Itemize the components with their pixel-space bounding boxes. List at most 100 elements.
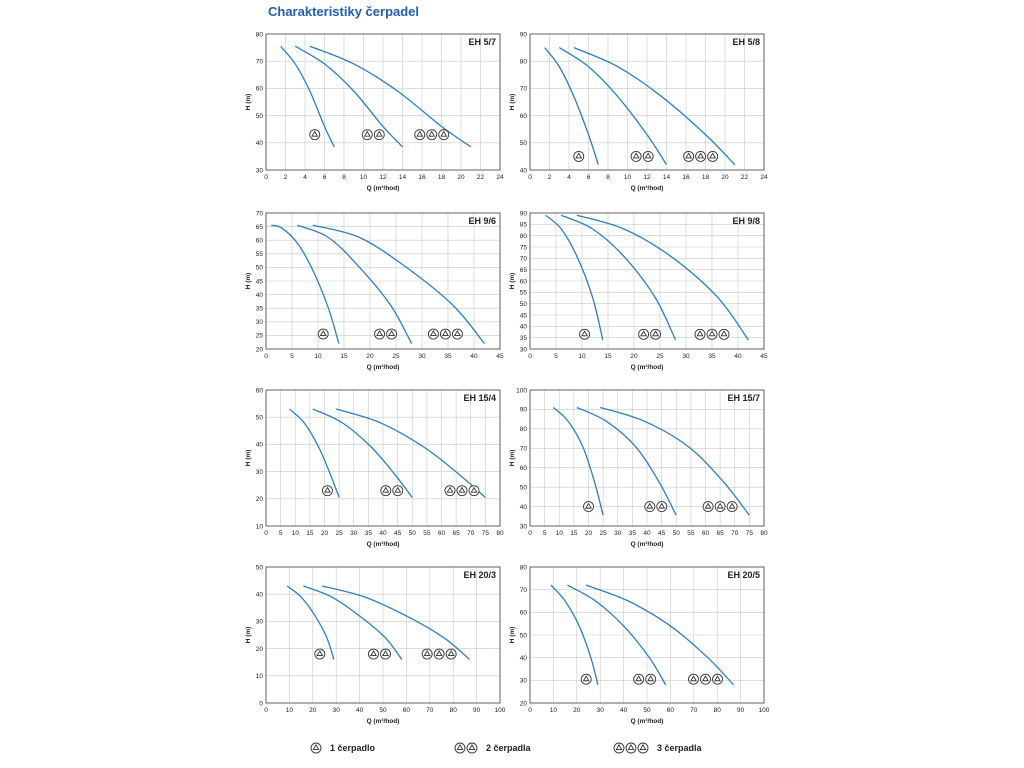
x-tick-label: 50: [673, 530, 681, 537]
pump-marker-icon: [314, 648, 326, 660]
y-tick-label: 70: [520, 587, 528, 594]
y-tick-label: 35: [520, 335, 528, 342]
chart-title: EH 20/3: [463, 570, 496, 580]
plot-frame: [529, 212, 765, 350]
plot-frame: [529, 33, 765, 171]
pump-marker-icon: [695, 150, 707, 162]
series-line-2-pump: [303, 585, 403, 660]
series-line-1-pump: [552, 406, 604, 516]
pump-marker-icon: [630, 150, 642, 162]
pump-marker-icon: [456, 485, 468, 497]
pump-marker-icon: [714, 501, 726, 513]
y-tick-label: 40: [520, 167, 528, 174]
chart-eh-9-8: 0 5 10 15 20 25 30 35 40 45 30 35 40 45 50 55 60 65 70 75 80…: [508, 207, 770, 373]
pump-legend-icon: [310, 742, 322, 754]
y-tick-label: 90: [520, 210, 528, 217]
x-tick-label: 6: [587, 174, 591, 181]
y-tick-label: 40: [256, 292, 264, 299]
x-tick-label: 70: [731, 530, 739, 537]
x-tick-label: 30: [418, 353, 426, 360]
x-tick-label: 0: [264, 707, 268, 714]
pump-legend-icon: [454, 742, 466, 754]
x-tick-label: 0: [528, 174, 532, 181]
series-line-3-pump: [309, 45, 472, 148]
chart-svg: 0 5 10 15 20 25 30 35 40 45 50 55 60 65 70 75 80 30 40 50 60…: [509, 387, 768, 548]
x-axis-label: Q (m³/hod): [631, 185, 664, 192]
x-axis-label: Q (m³/hod): [631, 541, 664, 548]
x-tick-label: 30: [614, 530, 622, 537]
x-tick-label: 15: [604, 353, 612, 360]
chart-title: EH 9/8: [732, 216, 760, 226]
y-axis-label: H (m): [509, 450, 516, 467]
y-axis-label: H (m): [509, 627, 516, 644]
y-tick-label: 70: [256, 210, 264, 217]
y-tick-label: 60: [256, 238, 264, 245]
series-line-2-pump: [312, 408, 413, 498]
plot-frame: [265, 212, 501, 350]
y-tick-label: 50: [256, 265, 264, 272]
y-tick-label: 40: [520, 504, 528, 511]
pump-marker-icon: [642, 150, 654, 162]
y-tick-label: 10: [256, 673, 264, 680]
y-tick-label: 90: [520, 407, 528, 414]
x-tick-label: 6: [323, 174, 327, 181]
y-tick-label: 80: [520, 59, 528, 66]
pump-marker-icon: [427, 328, 439, 340]
y-tick-label: 60: [520, 113, 528, 120]
y-axis-label: H (m): [245, 94, 252, 111]
pump-marker-icon: [580, 673, 592, 685]
x-tick-label: 45: [658, 530, 666, 537]
x-axis-label: Q (m³/hod): [631, 364, 664, 371]
y-tick-label: 65: [520, 267, 528, 274]
series-line-1-pump: [544, 47, 599, 165]
x-tick-label: 22: [741, 174, 749, 181]
x-tick-label: 50: [379, 707, 387, 714]
y-tick-label: 20: [520, 700, 528, 707]
pump-marker-icon: [706, 328, 718, 340]
x-tick-label: 25: [600, 530, 608, 537]
chart-title: EH 5/7: [468, 37, 496, 47]
pump-marker-icon: [317, 328, 329, 340]
x-tick-label: 90: [473, 707, 481, 714]
plot-frame: [265, 33, 501, 171]
y-axis-label: H (m): [509, 273, 516, 290]
pump-marker-icon: [438, 129, 450, 141]
pump-marker-icon: [421, 648, 433, 660]
pump-marker-icon: [373, 129, 385, 141]
x-tick-label: 20: [366, 353, 374, 360]
legend-label-2: 2 čerpadla: [486, 743, 531, 753]
series-line-1-pump: [550, 584, 599, 686]
y-tick-label: 30: [256, 167, 264, 174]
chart-eh-5-7: 0 2 4 6 8 10 12 14 16 18 20 22 24 30 40 50 60 70 80 Q (m³/h…: [244, 28, 506, 194]
y-tick-label: 30: [520, 346, 528, 353]
x-tick-label: 20: [630, 353, 638, 360]
pump-marker-icon: [633, 673, 645, 685]
y-tick-label: 40: [256, 140, 264, 147]
y-tick-label: 80: [520, 233, 528, 240]
x-tick-label: 10: [292, 530, 300, 537]
x-tick-label: 15: [570, 530, 578, 537]
y-tick-label: 40: [256, 592, 264, 599]
x-tick-label: 14: [399, 174, 407, 181]
y-tick-label: 30: [256, 619, 264, 626]
series-line-2-pump: [294, 45, 403, 148]
y-tick-label: 100: [516, 387, 527, 394]
x-tick-label: 20: [309, 707, 317, 714]
y-tick-label: 20: [256, 646, 264, 653]
x-tick-label: 80: [496, 530, 504, 537]
y-axis-label: H (m): [509, 94, 516, 111]
x-tick-label: 8: [342, 174, 346, 181]
pump-marker-icon: [414, 129, 426, 141]
chart-svg: 0 10 20 30 40 50 60 70 80 90 100 0 10 20 30 40 50 Q (m³/h…: [245, 564, 506, 725]
x-axis-label: Q (m³/hod): [367, 185, 400, 192]
pump-marker-icon: [644, 501, 656, 513]
y-tick-label: 70: [520, 446, 528, 453]
y-tick-label: 85: [520, 222, 528, 229]
series-line-3-pump: [573, 47, 736, 166]
x-tick-label: 0: [264, 353, 268, 360]
page-title: Charakteristiky čerpadel: [268, 4, 420, 19]
x-tick-label: 40: [470, 353, 478, 360]
x-tick-label: 5: [543, 530, 547, 537]
pump-marker-icon: [726, 501, 738, 513]
x-tick-label: 10: [556, 530, 564, 537]
